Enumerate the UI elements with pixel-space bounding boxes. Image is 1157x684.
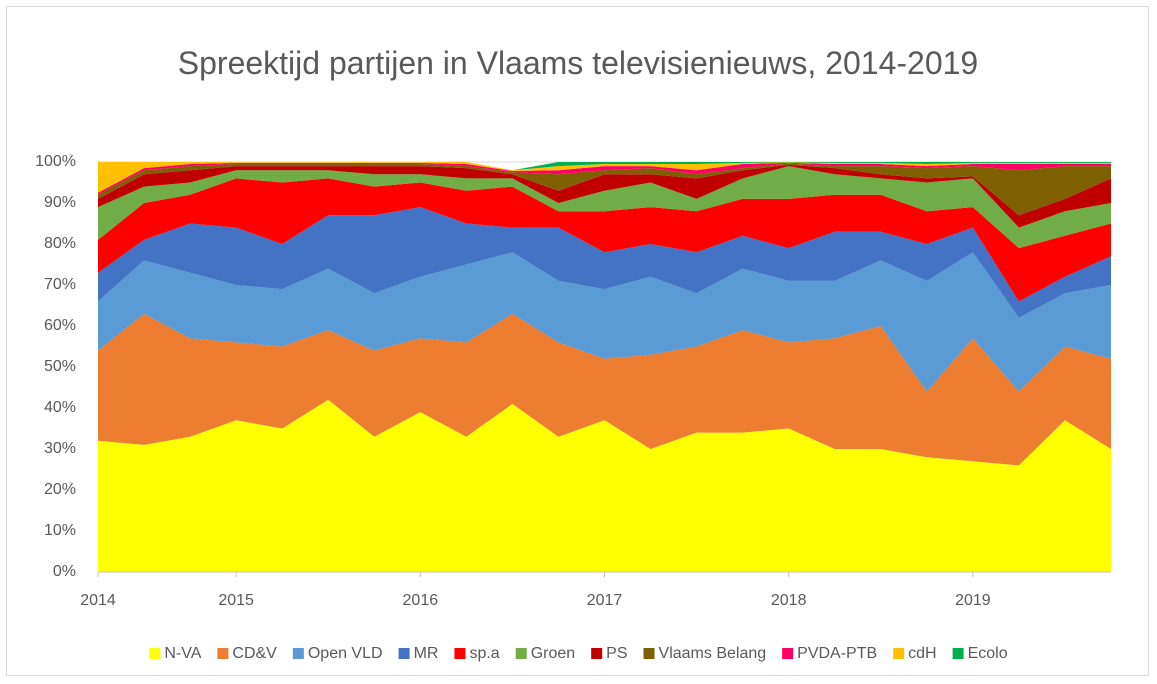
legend-swatch	[643, 648, 655, 659]
x-tick-label: 2014	[80, 592, 116, 609]
area	[98, 162, 1111, 171]
legend-label: cdH	[908, 645, 936, 662]
legend-swatch	[454, 648, 466, 659]
chart-title: Spreektijd partijen in Vlaams televisien…	[177, 45, 979, 81]
x-tick-label: 2019	[955, 592, 991, 609]
legend-swatch	[591, 648, 603, 659]
legend-swatch	[292, 648, 304, 659]
area	[98, 207, 1111, 318]
chart-frame	[6, 6, 1149, 676]
legend-label: MR	[414, 645, 439, 662]
legend-swatch	[398, 648, 410, 659]
area	[98, 164, 1111, 228]
legend-label: Groen	[531, 645, 575, 662]
y-tick-label: 90%	[44, 194, 76, 211]
legend-swatch	[782, 648, 794, 659]
legend-swatch	[149, 648, 161, 659]
area	[98, 252, 1111, 392]
y-tick-label: 0%	[53, 563, 76, 580]
y-tick-label: 70%	[44, 276, 76, 293]
y-tick-label: 30%	[44, 440, 76, 457]
area	[98, 162, 1111, 195]
legend-label: Open VLD	[308, 645, 383, 662]
legend-label: N-VA	[164, 645, 201, 662]
y-tick-label: 20%	[44, 481, 76, 498]
x-tick-label: 2016	[403, 592, 439, 609]
legend-swatch	[515, 648, 527, 659]
x-tick-label: 2017	[587, 592, 623, 609]
y-tick-label: 60%	[44, 317, 76, 334]
area	[98, 313, 1111, 466]
x-tick-label: 2018	[771, 592, 807, 609]
legend-label: Vlaams Belang	[659, 645, 767, 662]
legend-swatch	[952, 648, 964, 659]
y-tick-label: 10%	[44, 522, 76, 539]
y-tick-label: 80%	[44, 235, 76, 252]
legend-swatch	[217, 648, 229, 659]
legend-swatch	[893, 648, 905, 659]
x-tick-label: 2015	[218, 592, 254, 609]
y-tick-label: 100%	[35, 153, 76, 170]
legend-label: Ecolo	[968, 645, 1008, 662]
y-tick-label: 40%	[44, 399, 76, 416]
legend-label: CD&V	[232, 645, 277, 662]
area	[98, 399, 1111, 572]
area	[98, 163, 1111, 216]
y-tick-label: 50%	[44, 358, 76, 375]
area	[98, 166, 1111, 249]
legend-label: PVDA-PTB	[797, 645, 877, 662]
legend-label: PS	[606, 645, 627, 662]
legend-label: sp.a	[469, 645, 499, 662]
area	[98, 178, 1111, 302]
